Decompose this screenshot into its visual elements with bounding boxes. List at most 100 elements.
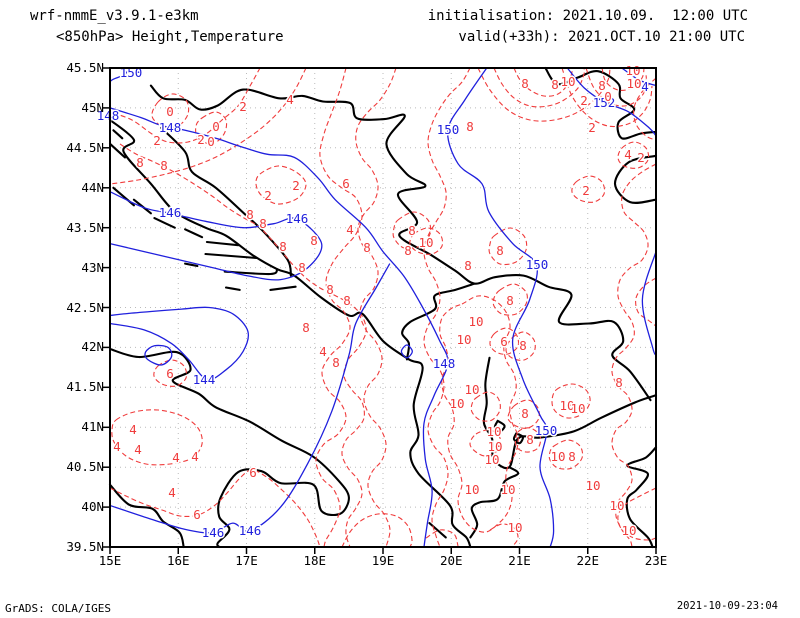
lon-tick-label: 16E	[166, 553, 190, 568]
coastlines-borders	[108, 66, 658, 549]
temperature-label: 4	[346, 222, 354, 237]
temperature-label: 8	[343, 293, 351, 308]
temperature-label: 0	[166, 104, 174, 119]
lat-tick-label: 43N	[81, 259, 104, 275]
temperature-label: 10	[570, 401, 585, 416]
temperature-label: 10	[500, 482, 515, 497]
temperature-label: 4	[168, 485, 176, 500]
plot-frame	[103, 67, 657, 554]
temperature-label: 6	[193, 507, 201, 522]
temperature-label: 4	[134, 442, 142, 457]
temperature-label: 8	[521, 406, 529, 421]
temperature-label: 10	[625, 63, 640, 78]
temperature-label: 4	[113, 439, 121, 454]
lat-tick-label: 40.5N	[66, 459, 104, 475]
lon-tick-label: 20E	[439, 553, 463, 568]
temperature-label: 8	[160, 158, 168, 173]
height-label: 148	[433, 356, 456, 371]
lon-tick-label: 21E	[508, 553, 531, 568]
temperature-label: 8	[302, 320, 310, 335]
temperature-label: 10	[464, 382, 479, 397]
temperature-label: 4	[624, 147, 632, 162]
valid-time-label: valid(+33h): 2021.OCT.10 21:00 UTC	[458, 29, 745, 45]
temperature-label: 0	[207, 134, 215, 149]
temperature-label: 2	[264, 188, 272, 203]
lon-tick-label: 17E	[235, 553, 258, 568]
grads-credit: GrADS: COLA/IGES	[5, 602, 111, 615]
temperature-label: 10	[621, 523, 636, 538]
lat-tick-label: 39.5N	[66, 539, 104, 554]
height-label: 144	[193, 372, 216, 387]
temperature-label: 6	[500, 334, 508, 349]
temperature-label: 10	[626, 76, 641, 91]
temperature-label: 10	[585, 478, 600, 493]
temperature-label: 8	[246, 207, 254, 222]
lat-tick-label: 43.5N	[66, 219, 104, 235]
temperature-label: 10	[609, 498, 624, 513]
temperature-label: 2	[588, 120, 596, 135]
temperature-label: 10	[464, 482, 479, 497]
temperature-contours	[109, 67, 657, 548]
lat-tick-label: 41.5N	[66, 379, 104, 395]
lat-tick-label: 44N	[81, 179, 104, 195]
lon-tick-label: 15E	[98, 553, 122, 568]
temperature-label: 8	[136, 155, 144, 170]
temperature-label: 8	[363, 240, 371, 255]
temperature-label: 2	[239, 99, 247, 114]
height-label: 146	[239, 523, 262, 538]
height-label: 146	[159, 205, 182, 220]
temperature-label: 8	[408, 223, 416, 238]
temperature-label: 10	[484, 452, 499, 467]
temperature-label: 4	[129, 422, 137, 437]
temperature-label: 8	[519, 338, 527, 353]
height-label: 146	[286, 211, 309, 226]
temperature-label: 10	[507, 520, 522, 535]
temperature-label: 8	[551, 77, 559, 92]
temperature-label: 8	[326, 282, 334, 297]
temperature-label: 8	[506, 293, 514, 308]
temperature-label: 8	[279, 239, 287, 254]
temperature-label: 8	[496, 243, 504, 258]
temperature-label: 10	[449, 396, 464, 411]
temperature-label: 10	[560, 74, 575, 89]
temperature-label: 6	[166, 366, 174, 381]
height-label: 4	[641, 79, 649, 94]
height-label: 150	[526, 257, 549, 272]
lon-tick-label: 19E	[371, 553, 395, 568]
lon-tick-label: 22E	[576, 553, 600, 568]
temperature-label: 6	[249, 465, 257, 480]
lat-tick-label: 45N	[81, 99, 104, 115]
lat-tick-label: 41N	[81, 419, 104, 435]
temperature-label: 10	[559, 398, 574, 413]
field-title: <850hPa> Height,Temperature	[56, 29, 284, 45]
height-label: 150	[437, 122, 460, 137]
temperature-label: 4	[286, 92, 294, 107]
height-label: 148	[97, 108, 120, 123]
temperature-label: 10	[468, 314, 483, 329]
temperature-label: 2	[580, 93, 588, 108]
temperature-label: 4	[172, 450, 180, 465]
temperature-label: 10	[550, 449, 565, 464]
temperature-label: 2	[153, 133, 161, 148]
lon-tick-label: 18E	[303, 553, 327, 568]
lat-tick-label: 45.5N	[66, 60, 104, 75]
temperature-label: 8	[310, 233, 318, 248]
contour-map-plot: 150 148 148 146 146 144 146 146 148 150 150 150 152 4…	[95, 62, 658, 554]
height-label: 146	[202, 525, 225, 540]
temperature-label: 8	[526, 432, 534, 447]
init-time-label: initialisation: 2021.10.09. 12:00 UTC	[427, 8, 748, 24]
model-title: wrf-nmmE_v3.9.1-e3km	[30, 8, 199, 24]
temperature-label: 2	[582, 183, 590, 198]
temperature-label: 8	[332, 355, 340, 370]
lat-tick-label: 42.5N	[66, 299, 104, 315]
lat-tick-label: 40N	[81, 499, 104, 515]
lat-tick-label: 42N	[81, 339, 104, 355]
temperature-label: 8	[568, 449, 576, 464]
height-label: 152	[593, 95, 616, 110]
temperature-label: 8	[298, 260, 306, 275]
temperature-label: 4	[319, 344, 327, 359]
height-label: 148	[159, 120, 182, 135]
